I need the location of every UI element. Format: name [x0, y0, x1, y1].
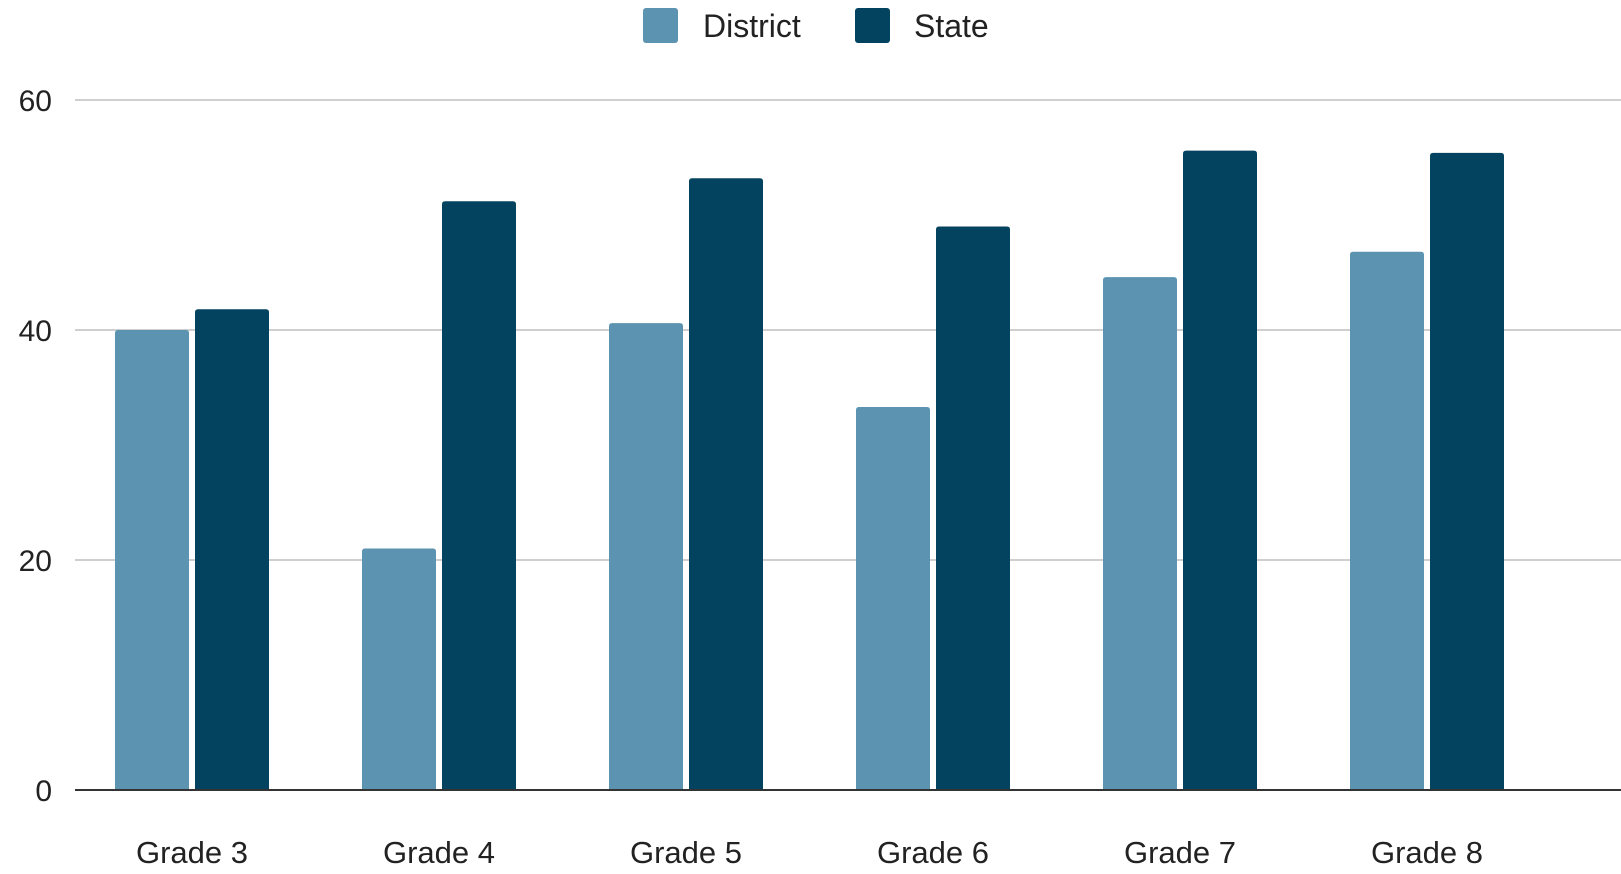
x-tick-label: Grade 7	[1124, 835, 1236, 869]
y-tick-label: 20	[19, 545, 52, 578]
x-tick-label: Grade 5	[630, 835, 742, 869]
x-tick-label: Grade 6	[877, 835, 989, 869]
bar-state-grade-5	[689, 178, 763, 790]
bar-district-grade-8	[1350, 251, 1424, 791]
legend-swatch-state	[855, 8, 890, 43]
bar-state-grade-8	[1430, 152, 1504, 790]
bar-state-grade-4	[442, 201, 516, 790]
legend: District State	[643, 8, 989, 44]
y-tick-label: 40	[19, 315, 52, 348]
y-axis: 0 20 40 60	[19, 85, 52, 808]
bars	[115, 150, 1504, 791]
legend-label-district: District	[703, 8, 801, 44]
bar-district-grade-4	[362, 548, 436, 790]
bar-state-grade-3	[195, 309, 269, 790]
bar-district-grade-6	[856, 407, 930, 790]
x-axis: Grade 3 Grade 4 Grade 5 Grade 6 Grade 7 Grade…	[75, 789, 1621, 870]
x-tick-label: Grade 8	[1371, 835, 1483, 869]
bar-state-grade-7	[1183, 150, 1257, 791]
bar-state-grade-6	[936, 226, 1010, 790]
legend-label-state: State	[914, 8, 989, 44]
x-tick-label: Grade 4	[383, 835, 495, 869]
x-tick-label: Grade 3	[136, 835, 248, 869]
legend-swatch-district	[643, 8, 678, 43]
y-tick-label: 0	[35, 775, 52, 808]
bar-district-grade-5	[609, 323, 683, 790]
bar-district-grade-3	[115, 330, 189, 790]
bar-district-grade-7	[1103, 277, 1177, 791]
y-tick-label: 60	[19, 85, 52, 118]
